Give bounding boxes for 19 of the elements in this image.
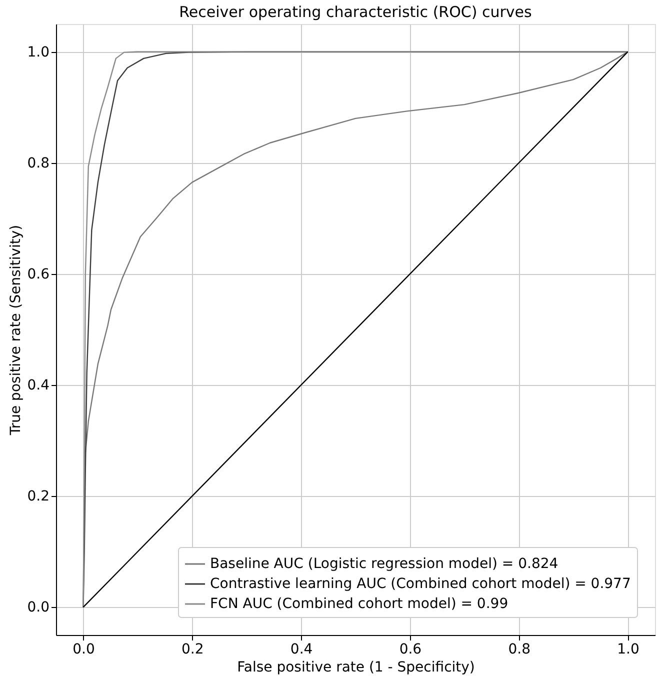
x-tick-label: 0.2 [182,642,204,658]
y-tick-label: 0.0 [27,600,50,616]
x-tick-label: 0.4 [290,642,313,658]
x-tick-label: 1.0 [617,642,640,658]
x-tick-label: 0.6 [399,642,422,658]
y-tick-label: 0.6 [27,266,50,282]
x-tick-label: 0.8 [508,642,530,658]
x-tick-label: 0.0 [72,642,95,658]
legend-label: Baseline AUC (Logistic regression model) = 0.824 [210,556,558,572]
legend-label: Contrastive learning AUC (Combined cohort model) = 0.977 [210,576,631,592]
x-axis-title: False positive rate (1 - Specificity) [237,660,475,676]
line-series [82,51,628,608]
legend-label: FCN AUC (Combined cohort model) = 0.99 [210,596,508,612]
y-tick-label: 0.4 [27,378,50,394]
y-tick-label: 1.0 [27,44,50,60]
chart-title: Receiver operating characteristic (ROC) curves [179,3,532,21]
y-tick-label: 0.2 [27,488,50,505]
y-tick-label: 0.8 [27,155,50,172]
y-axis-title: True positive rate (Sensitivity) [8,224,24,436]
